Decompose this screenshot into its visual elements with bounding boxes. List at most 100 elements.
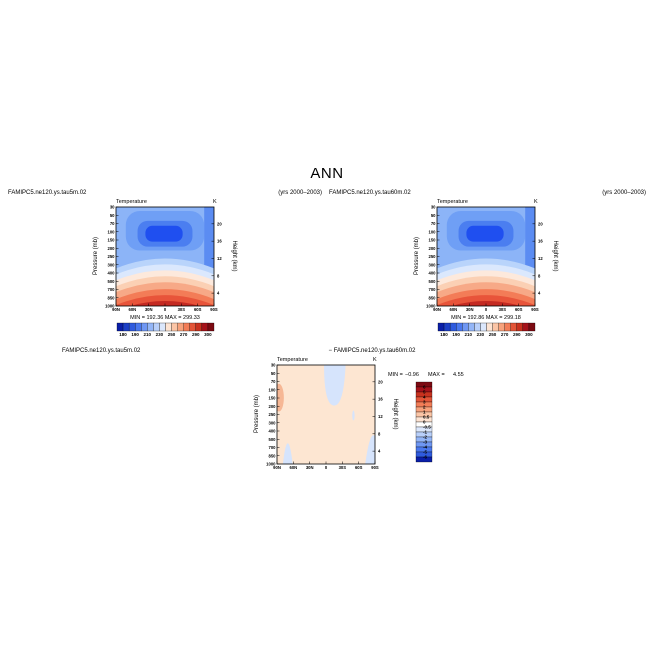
panel-1-y2tick-label: 4 [217, 291, 220, 296]
panel-2-ytick-label: 1000 [426, 304, 436, 309]
panel-1-y2tick-label: 8 [217, 273, 220, 278]
panel-1-xtick-label: 30S [178, 307, 186, 312]
diff-panel-colorbar-label: 2 [423, 405, 426, 410]
diff-panel-colorbar-swatch [415, 456, 433, 463]
diff-panel-ytick-label: 30 [271, 363, 276, 368]
panel-1-colorbar-label: 250 [168, 332, 176, 337]
panel-2-xtick-label: 60N [449, 307, 457, 312]
panel-1-colorbar-swatch [189, 322, 196, 332]
panel-2-xtick-label: 90S [531, 307, 539, 312]
panel-2-ytick-label: 100 [429, 229, 437, 234]
panel-2-colorbar-swatch [443, 322, 451, 332]
panel-1-colorbar-swatch [128, 322, 136, 332]
diff-panel-ytick-label: 500 [269, 437, 277, 442]
panel-2-xtick-label: 60S [515, 307, 523, 312]
panel-1-colorbar: 180 190 210 230 250 270 290 300 [116, 322, 215, 337]
diff-panel-xtick-label: 30N [306, 465, 314, 470]
panel-1-plot: 90N 60N 30N 0 30S 60S 90S 30 50 70 100 150 200 250 300… [105, 205, 222, 313]
diff-panel-max-value: 4.55 [453, 372, 464, 378]
diff-panel-colorbar-label: -5 [423, 450, 427, 455]
panel-1-xtick-label: 60S [194, 307, 202, 312]
panel-2-colorbar-swatch [528, 322, 536, 332]
panel-2-y2tick-label: 20 [538, 221, 543, 226]
diff-panel-colorbar-label: -4 [423, 445, 427, 450]
panel-2-cold-core [466, 225, 504, 242]
panel-1-colorbar-label: 300 [204, 332, 212, 337]
panel-1-warm-band-6 [116, 295, 214, 306]
diff-panel-colorbar-label: -3 [423, 440, 427, 445]
diff-panel-warm-patch [277, 383, 284, 412]
panel-2-colorbar-swatch [504, 322, 511, 332]
diff-panel-colorbar-label: 0 [423, 420, 426, 425]
diff-panel-colorbar-label: -2 [423, 435, 427, 440]
panel-2-colorbar-swatch [492, 322, 499, 332]
diff-panel-xtick-label: 90S [371, 465, 379, 470]
diff-panel-colorbar-label: 1 [423, 410, 426, 415]
diff-panel-y2tick-label: 8 [378, 431, 381, 436]
diff-panel-y2tick-label: 4 [378, 449, 381, 454]
panel-1-colorbar-swatch [201, 322, 209, 332]
panel-2: FAMIPC5.ne120.ys.tau60m.02 (yrs 2000–200… [329, 190, 646, 337]
diff-panel-colorbar-label: 5 [423, 390, 426, 395]
panel-2-stats: MIN = 192.86 MAX = 299.18 [451, 315, 521, 321]
diff-panel-colorbar-label: -6 [423, 455, 427, 460]
panel-1-colorbar-label: 230 [156, 332, 164, 337]
panel-2-ytick-label: 400 [429, 271, 437, 276]
diff-panel-y2tick-label: 16 [378, 397, 383, 402]
panel-1-colorbar-label: 270 [180, 332, 188, 337]
panel-1-colorbar-swatch [165, 322, 172, 332]
panel-2-xtick-label: 30N [466, 307, 474, 312]
panel-1-colorbar-swatch [147, 322, 154, 332]
diff-panel-title: − FAMIPC5.ne120.ys.tau60m.02 [329, 348, 417, 354]
diff-panel-ytick-label: 70 [271, 379, 276, 384]
panel-2-colorbar-label: 210 [465, 332, 473, 337]
panel-1-case-label: FAMIPC5.ne120.ys.tau5m.02 [8, 190, 87, 196]
panel-1-ytick-label: 700 [108, 287, 116, 292]
diff-panel-y2tick-label: 20 [378, 379, 383, 384]
panel-1-ytick-label: 300 [108, 262, 116, 267]
diff-panel-colorbar-label: 6 [423, 385, 426, 390]
panel-2-ytick-label: 70 [431, 221, 436, 226]
panel-1-ytick-label: 500 [108, 279, 116, 284]
panel-2-field [437, 207, 535, 306]
diff-panel-max-label: MAX = [428, 372, 445, 378]
diff-panel-cool-patch-right [365, 435, 375, 464]
panel-1-colorbar-label: 210 [144, 332, 152, 337]
panel-1-ylabel-left: Pressure (mb) [93, 237, 99, 275]
panel-2-ytick-label: 250 [429, 254, 437, 259]
diff-panel-xtick-label: 30S [339, 465, 347, 470]
diff-panel-ytick-label: 400 [269, 429, 277, 434]
panel-2-warm-band-6 [437, 295, 535, 306]
panel-2-polar-band [525, 207, 535, 275]
diff-panel-ytick-label: 850 [269, 453, 277, 458]
panel-1-ytick-label: 50 [110, 213, 115, 218]
diff-panel-colorbar-label: 0.5 [423, 415, 430, 420]
panel-1-y2tick-label: 16 [217, 239, 222, 244]
panel-1-field [116, 207, 214, 306]
diff-panel-min-value: −0.96 [405, 372, 419, 378]
panel-1-units: K [213, 199, 217, 205]
panel-1-xtick-label: 90S [210, 307, 218, 312]
panel-1: FAMIPC5.ne120.ys.tau5m.02 (yrs 2000–2003… [8, 190, 322, 337]
panel-1-y2tick-label: 20 [217, 221, 222, 226]
figure-title: ANN [310, 165, 343, 182]
panel-2-units: K [534, 199, 538, 205]
panel-1-colorbar-label: 180 [119, 332, 127, 337]
panel-2-plot: 90N 60N 30N 0 30S 60S 90S 30 50 70 100 150 200 250 300… [426, 205, 543, 313]
panel-1-ytick-label: 200 [108, 246, 116, 251]
panel-2-case-label: FAMIPC5.ne120.ys.tau60m.02 [329, 190, 411, 196]
diff-panel-cool-patch-mid [352, 410, 355, 421]
diff-panel-y2tick-label: 12 [378, 414, 383, 419]
panel-2-colorbar: 180 190 210 230 250 270 290 300 [437, 322, 536, 337]
panel-2-xtick-label: 90N [433, 307, 441, 312]
panel-1-colorbar-swatch [207, 322, 215, 332]
panel-2-xtick-label: 30S [499, 307, 507, 312]
panel-1-var-title: Temperature [116, 199, 147, 205]
panel-1-ytick-label: 30 [110, 205, 115, 210]
panel-2-colorbar-swatch [498, 322, 505, 332]
panel-2-ytick-label: 30 [431, 205, 436, 210]
panel-1-colorbar-swatch [183, 322, 190, 332]
panel-1-years: (yrs 2000–2003) [278, 190, 322, 196]
panel-2-ytick-label: 150 [429, 238, 437, 243]
